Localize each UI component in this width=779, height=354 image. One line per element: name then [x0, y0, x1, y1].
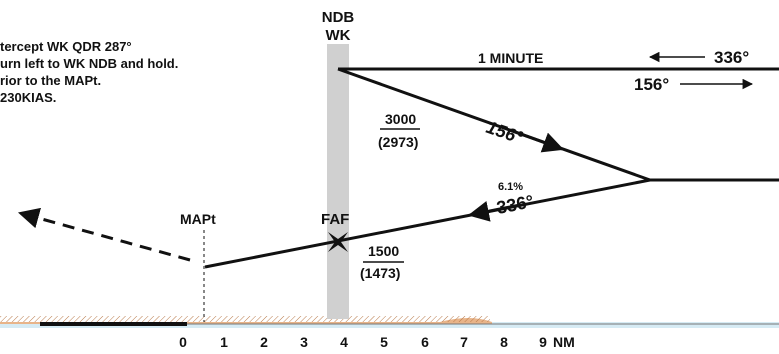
note-line-3: rior to the MAPt.	[0, 73, 102, 88]
outbound-arrow	[509, 128, 564, 153]
inbound-arrow	[467, 200, 521, 222]
faf-altitude: 1500	[368, 243, 399, 259]
final-course-label: 336°	[495, 191, 535, 218]
ndb-band	[327, 44, 349, 319]
distance-tick-2: 2	[260, 334, 268, 350]
water-strip	[0, 322, 779, 328]
note-line-1: tercept WK QDR 287°	[0, 39, 132, 54]
distance-unit: NM	[553, 334, 575, 350]
missed-approach-line	[17, 207, 191, 262]
outbound-leg-line	[337, 67, 651, 182]
procedure-notes: tercept WK QDR 287° urn left to WK NDB a…	[0, 38, 178, 106]
outbound-course-label: 156°	[484, 117, 526, 148]
distance-scale: 0 1 2 3 4 5 6 7 8 9 NM	[179, 334, 575, 350]
holding-outbound-course: 156°	[634, 75, 669, 94]
ndb-type-label: NDB	[322, 9, 355, 26]
holding-inbound-course: 336°	[714, 48, 749, 67]
climb-gradient-label: 6.1%	[498, 181, 523, 193]
ndb-ident-label: WK	[326, 27, 351, 44]
holding-time-label: 1 MINUTE	[478, 50, 543, 66]
distance-tick-6: 6	[421, 334, 429, 350]
distance-tick-0: 0	[179, 334, 187, 350]
distance-tick-7: 7	[460, 334, 468, 350]
distance-tick-5: 5	[380, 334, 388, 350]
outbound-altitude-paren: (2973)	[378, 134, 418, 150]
distance-tick-9: 9	[539, 334, 547, 350]
faf-altitude-paren: (1473)	[360, 265, 400, 281]
note-line-2: urn left to WK NDB and hold.	[0, 56, 179, 71]
distance-tick-1: 1	[220, 334, 228, 350]
terrain-hatch	[0, 316, 490, 322]
distance-tick-4: 4	[340, 334, 348, 350]
distance-tick-3: 3	[300, 334, 308, 350]
faf-label: FAF	[321, 211, 349, 228]
final-approach-line	[204, 178, 651, 269]
faf-cross-icon	[328, 232, 348, 252]
note-line-4: 230KIAS.	[0, 90, 57, 105]
mapt-label: MAPt	[180, 211, 216, 227]
outbound-altitude: 3000	[385, 111, 416, 127]
distance-tick-8: 8	[500, 334, 508, 350]
